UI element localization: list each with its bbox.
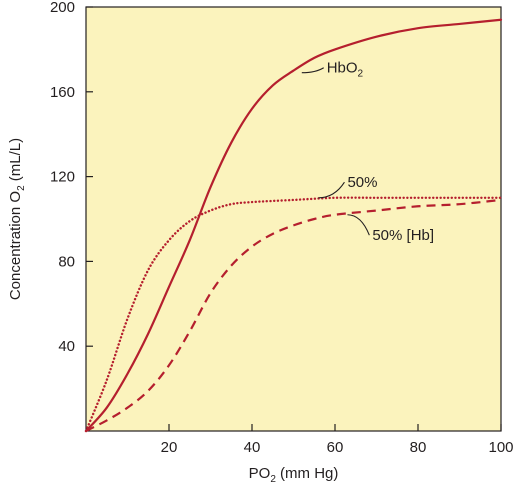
y-axis-title-rest: (mL/L) xyxy=(7,138,24,186)
plot-area xyxy=(85,6,502,432)
x-axis-title-main: PO xyxy=(249,465,271,482)
annotation-leader-line xyxy=(301,67,324,74)
x-axis-title: PO2 (mm Hg) xyxy=(249,465,339,485)
annotation-leader-line xyxy=(318,181,345,199)
y-axis-title: Concentration O2 (mL/L) xyxy=(7,138,27,300)
annotations: HbO2 50% 50% [Hb] xyxy=(301,60,434,244)
x-axis-title-sub: 2 xyxy=(270,474,276,485)
x-tick-label: 40 xyxy=(244,439,261,456)
series-line xyxy=(84,18,503,433)
x-tick-label: 100 xyxy=(488,439,513,456)
x-tick-label: 20 xyxy=(161,439,178,456)
y-axis-ticks: 40 80 120 160 200 xyxy=(50,0,93,355)
series-line xyxy=(84,196,503,433)
y-tick-label: 200 xyxy=(50,0,75,16)
y-axis-title-sub: 2 xyxy=(16,185,27,191)
x-tick-label: 60 xyxy=(327,439,344,456)
x-axis-ticks: 20 40 60 80 100 xyxy=(161,424,514,456)
annotation-label-main: HbO xyxy=(327,60,358,77)
y-tick-label: 80 xyxy=(58,253,75,270)
y-tick-label: 120 xyxy=(50,169,75,186)
x-axis-title-rest: (mm Hg) xyxy=(276,465,339,482)
curves xyxy=(84,18,503,433)
annotation-label: 50% xyxy=(347,174,377,191)
y-tick-label: 160 xyxy=(50,84,75,101)
x-tick-label: 80 xyxy=(410,439,427,456)
annotation-label-sub: 2 xyxy=(358,69,364,80)
y-axis-title-main: Concentration O xyxy=(7,191,24,300)
annotation-label: 50% [Hb] xyxy=(372,227,434,244)
annotation-label: HbO2 xyxy=(327,60,364,80)
y-tick-label: 40 xyxy=(58,338,75,355)
annotation-leader-line xyxy=(347,214,370,236)
series-line xyxy=(85,198,502,432)
